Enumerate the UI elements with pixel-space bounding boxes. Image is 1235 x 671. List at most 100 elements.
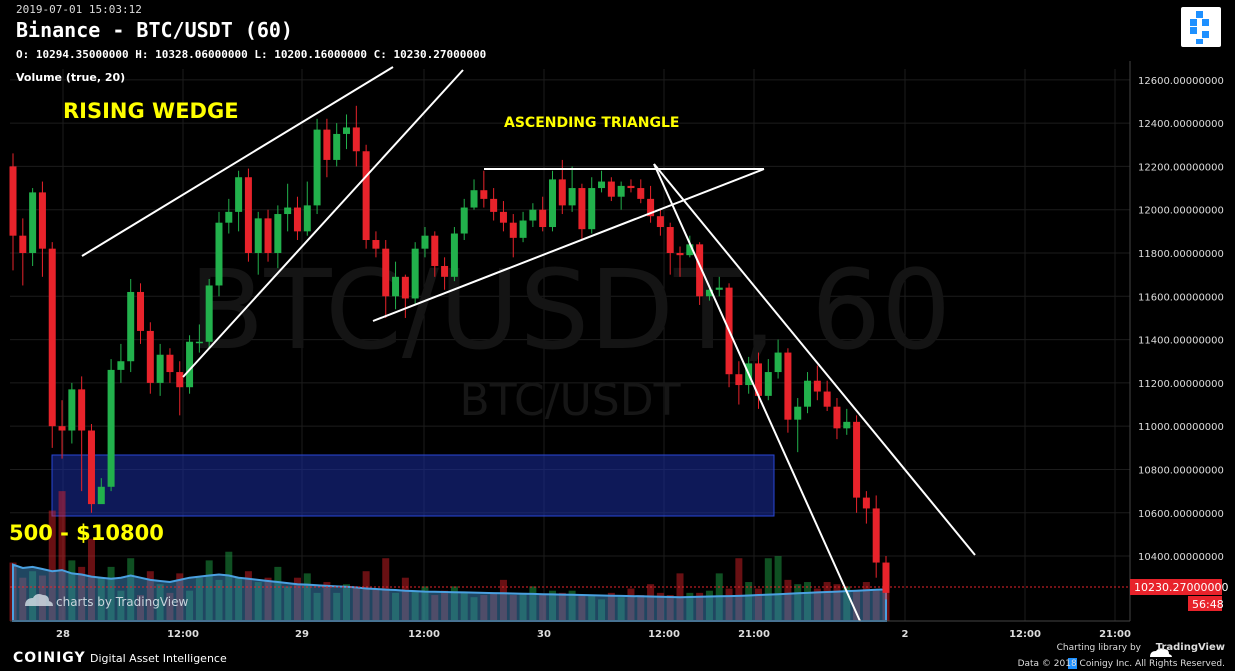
candle-body — [411, 248, 419, 299]
candle-body — [9, 166, 17, 236]
candle-body — [666, 227, 674, 253]
footer-graphics — [1068, 648, 1172, 669]
volume-bar — [48, 510, 56, 621]
chart-timestamp: 2019-07-01 15:03:12 — [16, 3, 142, 16]
price-tick-label: 10600.00000000 — [1138, 509, 1224, 520]
candle-body — [480, 190, 488, 199]
candle-body — [78, 389, 86, 431]
logo-glyph — [1190, 11, 1209, 44]
last-price-value: 10230.27000000 — [1134, 581, 1228, 594]
candle-body — [29, 192, 37, 253]
candle-body — [794, 406, 802, 420]
candle-body — [293, 207, 301, 232]
candle-body — [509, 222, 517, 238]
candle-body — [244, 177, 252, 253]
candle-body — [490, 198, 498, 212]
coinigy-logo-icon[interactable] — [1181, 7, 1221, 47]
candle-body — [548, 179, 556, 228]
candle-body — [705, 289, 713, 297]
candle-body — [264, 218, 272, 253]
candle-body — [696, 244, 704, 297]
candle-body — [607, 181, 615, 197]
candle-body — [362, 151, 370, 241]
candle-body — [313, 129, 321, 206]
time-axis[interactable]: 28 12:00 29 12:00 30 12:00 21:00 2 12:00 21:00 — [10, 620, 1131, 640]
candle-body — [284, 207, 292, 215]
candle-body — [470, 190, 478, 208]
candle-body — [853, 421, 861, 498]
candle-body — [637, 188, 645, 199]
candle-body — [323, 129, 331, 160]
candle-body — [843, 421, 851, 429]
candle-body — [87, 430, 95, 505]
candle-body — [117, 361, 125, 370]
volume-average-area — [12, 563, 887, 622]
candle-body — [499, 211, 507, 223]
candle-body — [137, 291, 145, 331]
price-tick-label: 12400.00000000 — [1138, 119, 1224, 130]
candle-body — [215, 222, 223, 286]
price-tick-label: 12600.00000000 — [1138, 76, 1224, 87]
downtrend-upper-line — [653, 163, 976, 556]
price-axis[interactable]: 12600.00000000 12400.00000000 12200.000000… — [1129, 61, 1224, 621]
candle-body — [588, 188, 596, 230]
candle-body — [58, 426, 66, 431]
candle-body — [38, 192, 46, 249]
candle-body — [382, 248, 390, 297]
candle-body — [813, 380, 821, 392]
time-tick-label: 12:00 — [167, 629, 199, 640]
time-tick-label: 30 — [537, 629, 551, 640]
candle-body — [568, 188, 576, 206]
price-tick-label: 12000.00000000 — [1138, 206, 1224, 217]
candle-body — [176, 372, 184, 388]
chart-title: Binance - BTC/USDT (60) — [16, 18, 293, 42]
price-tick-label: 11800.00000000 — [1138, 249, 1224, 260]
candle-body — [784, 352, 792, 420]
candle-body — [656, 216, 664, 228]
rising-wedge-lower-line — [182, 69, 464, 378]
ascending-triangle-label: ASCENDING TRIANGLE — [504, 115, 679, 131]
candle-body — [166, 354, 174, 373]
time-tick-label: 2 — [902, 629, 909, 640]
footer-tagline: Digital Asset Intelligence — [90, 652, 227, 665]
candle-body — [146, 330, 154, 383]
time-tick-label: 12:00 — [648, 629, 680, 640]
tradingview-badge[interactable]: charts by TradingView — [25, 594, 188, 609]
candle-body — [764, 372, 772, 396]
volume-indicator-label: Volume (true, 20) — [16, 71, 126, 84]
price-tick-label: 10400.00000000 — [1138, 552, 1224, 563]
footer-brand[interactable]: COINIGY — [13, 650, 86, 666]
support-label: 500 - $10800 — [9, 521, 164, 545]
candle-body — [598, 181, 606, 189]
footer-bar — [0, 641, 1235, 671]
candle-body — [107, 369, 115, 487]
candle-body — [519, 220, 527, 238]
candle-body — [68, 389, 76, 431]
volume-bar — [774, 556, 782, 621]
candle-body — [19, 235, 27, 253]
tradingview-link[interactable]: TradingView — [1155, 642, 1225, 653]
candle-body — [578, 188, 586, 230]
price-tick-label: 11400.00000000 — [1138, 336, 1224, 347]
tradingview-cloud-icon — [1150, 648, 1172, 657]
candle-body — [833, 406, 841, 429]
volume-bar — [735, 558, 743, 621]
downtrend-lower-line — [653, 163, 861, 622]
candle-body — [539, 209, 547, 228]
candle-body — [862, 497, 870, 509]
triangle-support-line — [372, 168, 765, 322]
bar-countdown: 56:48 — [1192, 598, 1224, 611]
candle-body — [754, 363, 762, 396]
candle-body — [715, 287, 723, 290]
time-tick-label: 21:00 — [738, 629, 770, 640]
candle-body — [872, 508, 880, 563]
candle-body — [343, 127, 351, 134]
candle-body — [48, 248, 56, 427]
candle-body — [627, 185, 635, 189]
charts-by-label: charts by TradingView — [56, 595, 188, 609]
price-tick-label: 11600.00000000 — [1138, 292, 1224, 303]
candle-body — [431, 235, 439, 266]
candle-body — [617, 185, 625, 197]
price-tick-label: 12200.00000000 — [1138, 162, 1224, 173]
